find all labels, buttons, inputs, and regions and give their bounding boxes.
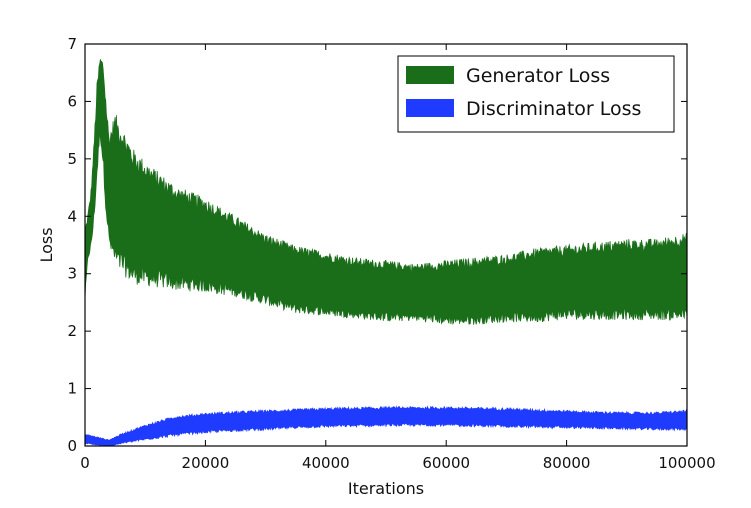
y-tick-label: 6 — [67, 92, 77, 110]
y-tick-label: 3 — [67, 265, 77, 283]
x-tick-label: 60000 — [422, 454, 470, 472]
plot-frame — [84, 43, 688, 447]
y-tick-label: 5 — [67, 150, 77, 168]
legend: Generator Loss Discriminator Loss — [397, 55, 675, 133]
legend-swatch-discriminator-loss — [406, 99, 454, 117]
y-tick-label: 2 — [67, 322, 77, 340]
x-tick-label: 40000 — [302, 454, 350, 472]
y-axis-label: Loss — [37, 227, 56, 262]
tick-layer: 0 20000 40000 60000 80000 100000 0 1 2 3 4 5 6 7 — [67, 35, 715, 472]
legend-swatch-generator-loss — [406, 66, 454, 84]
y-tick-label: 7 — [67, 35, 77, 53]
x-tick-label: 80000 — [543, 454, 591, 472]
y-tick-label: 0 — [67, 437, 77, 455]
x-axis-label: Iterations — [348, 479, 424, 498]
y-tick-label: 1 — [67, 380, 77, 398]
x-tick-label: 0 — [80, 454, 90, 472]
y-tick-label: 4 — [67, 207, 77, 225]
x-tick-label: 100000 — [658, 454, 715, 472]
legend-label-discriminator-loss: Discriminator Loss — [466, 98, 641, 120]
x-tick-label: 20000 — [182, 454, 230, 472]
legend-label-generator-loss: Generator Loss — [466, 65, 610, 87]
